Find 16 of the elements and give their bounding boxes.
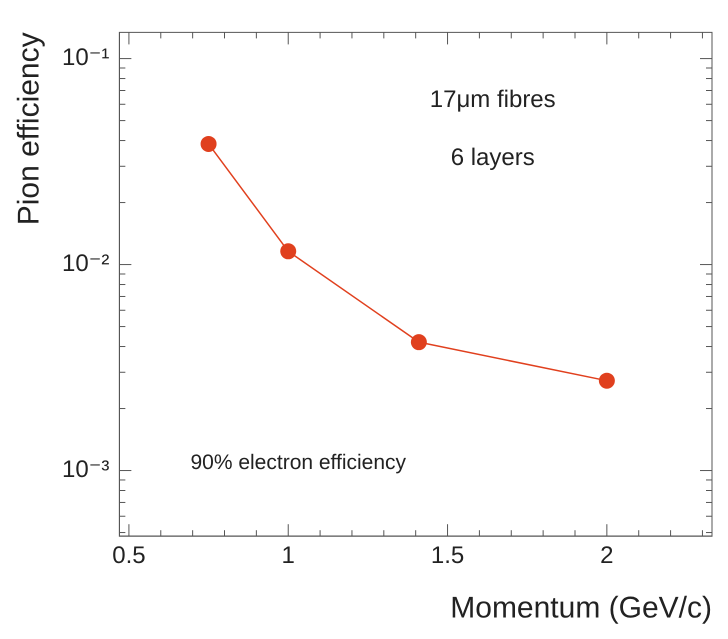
point [280, 243, 296, 260]
annotation: 17μm fibres [430, 86, 556, 114]
annotation: 90% electron efficiency [190, 450, 407, 474]
point [598, 372, 615, 389]
point [200, 136, 217, 152]
y-tick-label: 10⁻² [62, 250, 110, 278]
x-tick-label: 2 [600, 542, 614, 570]
point [410, 334, 427, 350]
x-tick-label: 0.5 [112, 542, 146, 570]
y-tick-label: 10⁻³ [62, 456, 110, 484]
y-axis-title: Pion efficiency [12, 32, 46, 226]
x-axis-title: Momentum (GeV/c) [450, 591, 712, 624]
annotation: 6 layers [450, 144, 535, 171]
x-tick-label: 1.5 [430, 542, 464, 570]
y-tick-label: 10⁻¹ [62, 44, 110, 72]
x-tick-label: 1 [282, 542, 295, 570]
